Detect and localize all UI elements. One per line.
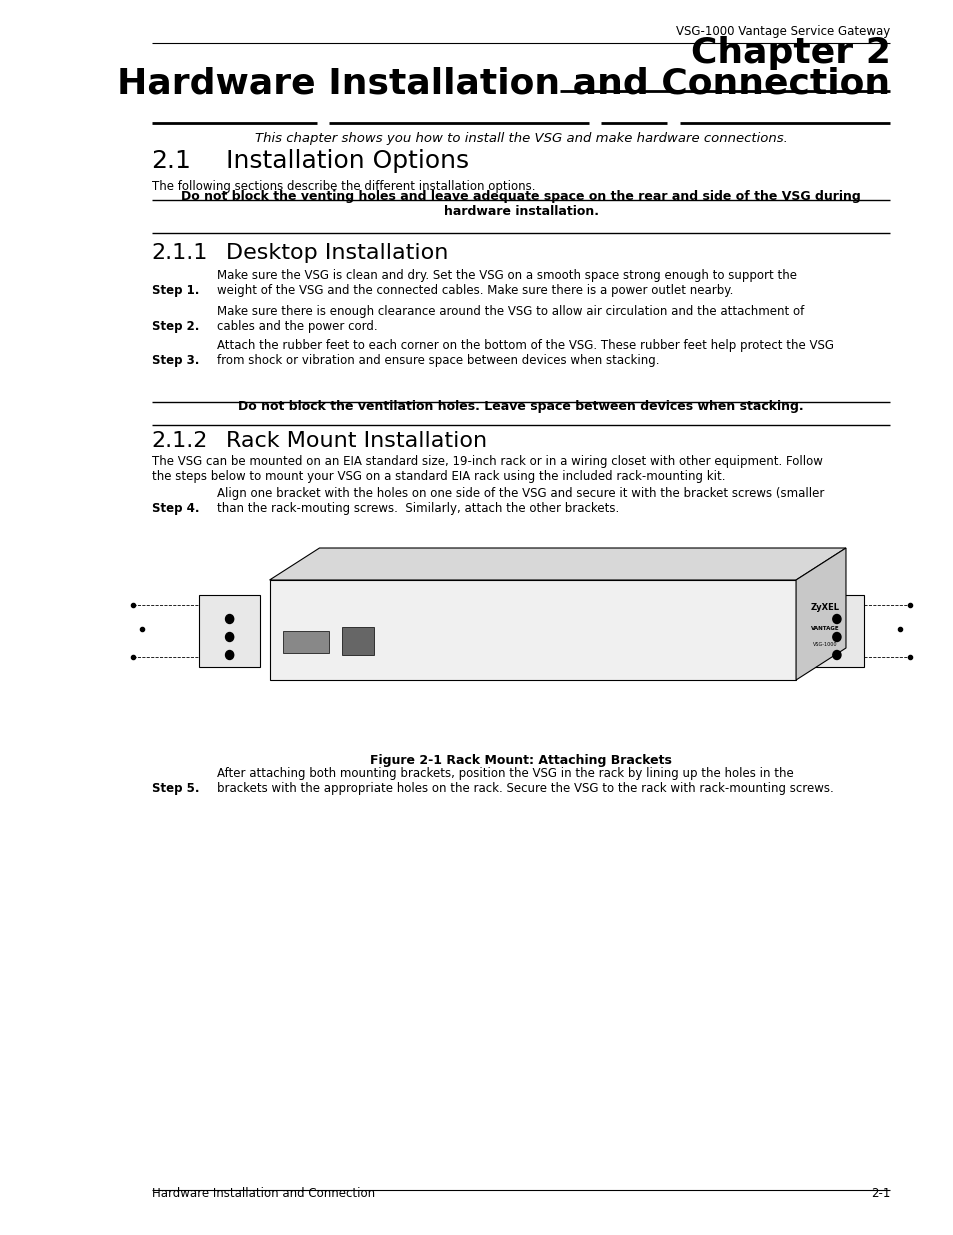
Circle shape: [225, 651, 233, 659]
Text: Step 1.: Step 1.: [152, 284, 199, 296]
Polygon shape: [270, 548, 845, 580]
Circle shape: [225, 615, 233, 624]
Text: Step 2.: Step 2.: [152, 320, 199, 333]
Text: Chapter 2: Chapter 2: [690, 36, 889, 70]
Text: VSG-1000 Vantage Service Gateway: VSG-1000 Vantage Service Gateway: [676, 25, 889, 38]
Text: 2.1.2: 2.1.2: [152, 431, 208, 451]
Text: Hardware Installation and Connection: Hardware Installation and Connection: [117, 65, 889, 100]
Circle shape: [832, 615, 841, 624]
Text: VANTAGE: VANTAGE: [810, 625, 839, 631]
Text: Rack Mount Installation: Rack Mount Installation: [226, 431, 487, 451]
Text: Desktop Installation: Desktop Installation: [226, 243, 448, 263]
Bar: [283, 631, 328, 653]
Circle shape: [225, 632, 233, 641]
Text: The VSG can be mounted on an EIA standard size, 19-inch rack or in a wiring clos: The VSG can be mounted on an EIA standar…: [152, 454, 821, 483]
Polygon shape: [795, 548, 845, 680]
Text: ZyXEL: ZyXEL: [810, 604, 840, 613]
Text: 2.1: 2.1: [152, 149, 192, 173]
Text: Step 4.: Step 4.: [152, 501, 199, 515]
Text: Hardware Installation and Connection: Hardware Installation and Connection: [152, 1187, 375, 1200]
Bar: [342, 627, 374, 655]
Text: Make sure there is enough clearance around the VSG to allow air circulation and : Make sure there is enough clearance arou…: [216, 305, 803, 333]
Text: VSG-1000: VSG-1000: [813, 642, 837, 647]
Polygon shape: [198, 595, 260, 667]
Circle shape: [832, 651, 841, 659]
Text: Make sure the VSG is clean and dry. Set the VSG on a smooth space strong enough : Make sure the VSG is clean and dry. Set …: [216, 269, 796, 296]
Text: 2.1.1: 2.1.1: [152, 243, 208, 263]
Circle shape: [832, 632, 841, 641]
Text: Installation Options: Installation Options: [226, 149, 469, 173]
Text: Attach the rubber feet to each corner on the bottom of the VSG. These rubber fee: Attach the rubber feet to each corner on…: [216, 338, 833, 367]
Polygon shape: [270, 580, 795, 680]
Text: Step 5.: Step 5.: [152, 782, 199, 795]
Text: Step 3.: Step 3.: [152, 354, 199, 367]
Text: Figure 2-1 Rack Mount: Attaching Brackets: Figure 2-1 Rack Mount: Attaching Bracket…: [370, 755, 671, 767]
Text: After attaching both mounting brackets, position the VSG in the rack by lining u: After attaching both mounting brackets, …: [216, 767, 833, 795]
Polygon shape: [809, 595, 863, 667]
Text: 2-1: 2-1: [870, 1187, 889, 1200]
Text: Do not block the venting holes and leave adequate space on the rear and side of : Do not block the venting holes and leave…: [181, 190, 860, 219]
Text: Do not block the ventilation holes. Leave space between devices when stacking.: Do not block the ventilation holes. Leav…: [238, 400, 803, 412]
Text: This chapter shows you how to install the VSG and make hardware connections.: This chapter shows you how to install th…: [254, 132, 786, 144]
Text: Align one bracket with the holes on one side of the VSG and secure it with the b: Align one bracket with the holes on one …: [216, 487, 823, 515]
Text: The following sections describe the different installation options.: The following sections describe the diff…: [152, 180, 535, 193]
